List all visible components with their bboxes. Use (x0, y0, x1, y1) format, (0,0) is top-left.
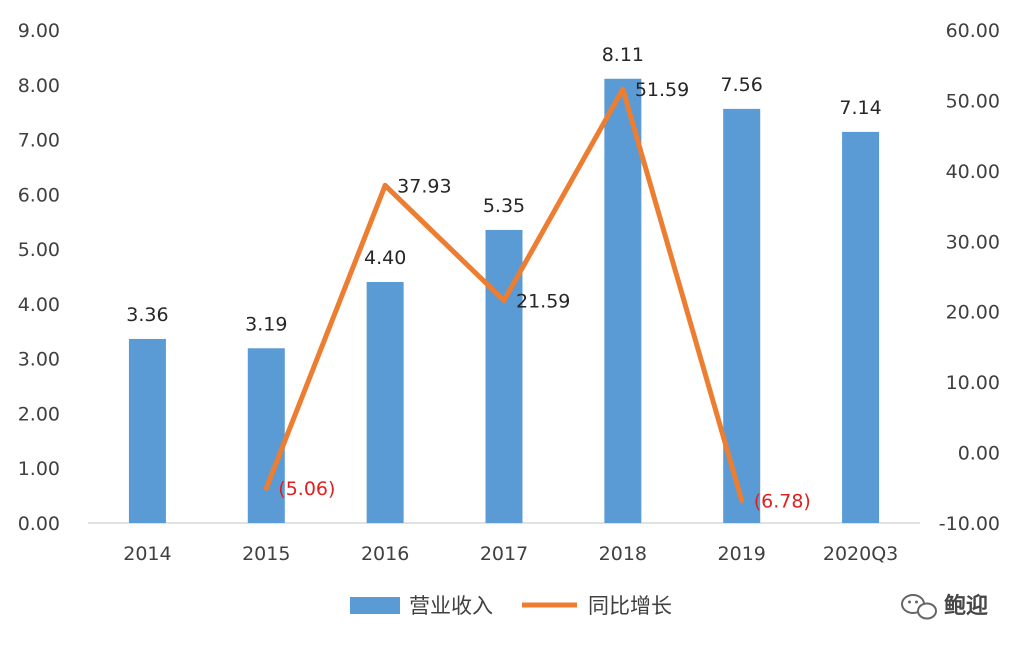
line-value-label: (5.06) (278, 478, 335, 500)
y-axis-right: -10.00 0.00 10.00 20.00 30.00 40.00 50.00 60.00 (939, 20, 1000, 535)
y-right-tick-label: 10.00 (946, 372, 1000, 394)
x-axis: 2014 2015 2016 2017 2018 2019 2020Q3 (123, 543, 898, 565)
y-left-tick-label: 8.00 (18, 75, 60, 97)
line-value-label: 21.59 (516, 291, 570, 313)
line-data-labels: (5.06) 37.93 21.59 51.59 (6.78) (278, 79, 811, 512)
bar-value-label: 3.36 (126, 304, 168, 326)
y-axis-left: 0.00 1.00 2.00 3.00 4.00 5.00 6.00 7.00 8.00 9.00 (18, 20, 60, 535)
y-right-tick-label: 30.00 (946, 231, 1000, 253)
bar-series (128, 78, 880, 524)
y-right-tick-label: 40.00 (946, 161, 1000, 183)
y-left-tick-label: 7.00 (18, 130, 60, 152)
bar-value-label: 7.56 (721, 74, 763, 96)
legend: 营业收入 同比增长 (350, 594, 672, 618)
x-tick-label: 2018 (599, 543, 647, 565)
y-right-tick-label: -10.00 (939, 513, 1000, 535)
y-left-tick-label: 3.00 (18, 349, 60, 371)
y-right-tick-label: 20.00 (946, 302, 1000, 324)
line-point (263, 485, 269, 491)
y-left-tick-label: 4.00 (18, 294, 60, 316)
x-tick-label: 2020Q3 (823, 543, 898, 565)
line-point (739, 497, 745, 503)
bar (128, 338, 166, 523)
y-left-tick-label: 5.00 (18, 239, 60, 261)
legend-label-bar: 营业收入 (409, 594, 493, 618)
y-right-tick-label: 60.00 (946, 20, 1000, 42)
bar-value-label: 7.14 (839, 97, 881, 119)
x-tick-label: 2019 (718, 543, 766, 565)
line-value-label: 37.93 (397, 175, 451, 197)
bar-value-label: 5.35 (483, 195, 525, 217)
bar-value-label: 8.11 (602, 44, 644, 66)
x-tick-label: 2015 (242, 543, 290, 565)
y-left-tick-label: 2.00 (18, 403, 60, 425)
x-tick-label: 2016 (361, 543, 409, 565)
y-right-tick-label: 0.00 (958, 443, 1000, 465)
line-value-label: 51.59 (635, 79, 689, 101)
x-tick-label: 2014 (123, 543, 171, 565)
y-left-tick-label: 9.00 (18, 20, 60, 42)
bar (366, 281, 404, 523)
bar-value-label: 3.19 (245, 313, 287, 335)
legend-swatch-bar (350, 597, 400, 614)
bar (604, 78, 642, 523)
watermark-text: 鲍迎 (944, 593, 988, 619)
y-left-tick-label: 1.00 (18, 458, 60, 480)
bar (247, 348, 285, 523)
y-left-tick-label: 0.00 (18, 513, 60, 535)
line-point (501, 298, 507, 304)
y-right-tick-label: 50.00 (946, 90, 1000, 112)
legend-label-line: 同比增长 (588, 594, 672, 618)
bar-data-labels: 3.36 3.19 4.40 5.35 8.11 7.56 7.14 (126, 44, 881, 336)
x-tick-label: 2017 (480, 543, 528, 565)
bar-value-label: 4.40 (364, 247, 406, 269)
line-point (382, 182, 388, 188)
watermark: 鲍迎 (901, 593, 988, 620)
y-left-tick-label: 6.00 (18, 184, 60, 206)
line-point (620, 86, 626, 92)
bar (842, 131, 880, 524)
line-value-label: (6.78) (754, 490, 811, 512)
wechat-icon (901, 594, 937, 620)
line-series (263, 86, 745, 503)
